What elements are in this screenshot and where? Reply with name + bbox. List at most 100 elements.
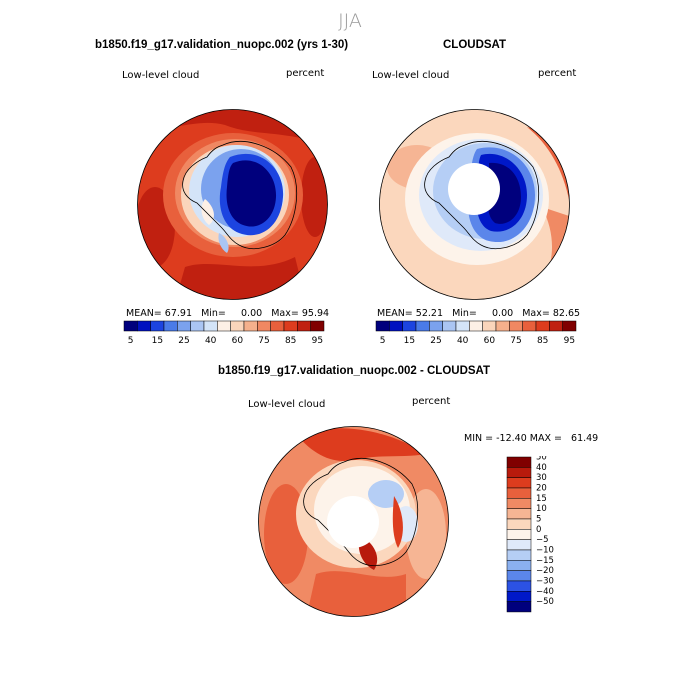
colorbar-box [506, 456, 532, 468]
colorbar-box [375, 320, 390, 332]
colorbar-tick-label: 15 [536, 494, 547, 504]
colorbar-tick-label: 40 [536, 463, 547, 473]
colorbar-box [415, 320, 430, 332]
model-min-label: Min= [201, 308, 226, 319]
diff-panel-title: b1850.f19_g17.validation_nuopc.002 - CLO… [218, 365, 491, 377]
diff-units-label: percent [412, 396, 451, 407]
colorbar-box [177, 320, 191, 332]
obs-stats: MEAN= 52.21 Min= 0.00 Max= 82.65 [377, 308, 580, 319]
colorbar-box [310, 320, 325, 332]
diff-max-value: 61.49 [571, 433, 599, 444]
colorbar-box [230, 320, 245, 332]
obs-variable-label: Low-level cloud [372, 70, 450, 81]
colorbar-tick-label: 30 [536, 473, 547, 483]
colorbar-tick-label: 5 [536, 514, 541, 524]
colorbar-box [217, 320, 231, 332]
colorbar-box [562, 320, 577, 332]
colorbar-box [506, 591, 532, 602]
colorbar-box [506, 580, 532, 592]
colorbar-tick-label: −20 [536, 566, 554, 576]
colorbar-tick-label: −50 [536, 597, 554, 607]
obs-colorbar: 5 15 25 40 60 75 85 95 [375, 320, 577, 346]
colorbar-box [389, 320, 403, 332]
model-variable-label: Low-level cloud [122, 70, 200, 81]
model-stats: MEAN= 67.91 Min= 0.00 Max= 95.94 [126, 308, 329, 319]
colorbar-box [506, 570, 532, 582]
obs-mean-value: 52.21 [415, 308, 443, 319]
colorbar-box [506, 549, 532, 561]
diff-variable-label: Low-level cloud [248, 399, 326, 410]
colorbar-tick-label: 15 [152, 336, 163, 346]
colorbar-tick-label: 95 [564, 336, 575, 346]
colorbar-box [506, 518, 532, 530]
model-mean-value: 67.91 [164, 308, 192, 319]
colorbar-box [506, 498, 532, 509]
colorbar-box [482, 320, 497, 332]
colorbar-box [429, 320, 443, 332]
diff-polar-map [258, 426, 449, 617]
colorbar-tick-label: −30 [536, 576, 554, 586]
colorbar-tick-label: −5 [536, 535, 549, 545]
colorbar-box [506, 560, 532, 571]
model-polar-map [137, 109, 328, 300]
colorbar-box [283, 320, 298, 332]
colorbar-tick-label: 15 [404, 336, 415, 346]
obs-max-label: Max= [522, 308, 550, 319]
colorbar-box [137, 320, 151, 332]
colorbar-tick-label: 60 [232, 336, 244, 346]
colorbar-box [270, 320, 285, 332]
colorbar-box [506, 601, 532, 613]
colorbar-tick-label: 95 [312, 336, 323, 346]
colorbar-box [243, 320, 258, 332]
colorbar-box [495, 320, 510, 332]
colorbar-box [297, 320, 311, 332]
obs-units-label: percent [538, 68, 577, 79]
colorbar-box [469, 320, 483, 332]
model-mean-label: MEAN= [126, 308, 162, 319]
colorbar-box [506, 539, 532, 551]
colorbar-box [509, 320, 523, 332]
colorbar-box [402, 320, 417, 332]
colorbar-box [257, 320, 271, 332]
diff-stats: MIN = -12.40 MAX = 61.49 [464, 433, 598, 444]
colorbar-tick-label: 20 [536, 483, 547, 493]
model-max-label: Max= [271, 308, 299, 319]
colorbar-tick-label: 50 [536, 456, 547, 463]
obs-panel-title: CLOUDSAT [443, 39, 507, 51]
colorbar-box [163, 320, 178, 332]
colorbar-box [522, 320, 537, 332]
model-panel-title: b1850.f19_g17.validation_nuopc.002 (yrs … [95, 39, 349, 51]
colorbar-tick-label: 5 [380, 336, 386, 346]
colorbar-tick-label: 85 [537, 336, 548, 346]
colorbar-tick-label: 0 [536, 525, 541, 535]
colorbar-box [203, 320, 218, 332]
model-colorbar: 5 15 25 40 60 75 85 95 [123, 320, 325, 346]
colorbar-tick-label: 75 [510, 336, 521, 346]
colorbar-box [506, 529, 532, 540]
colorbar-box [506, 508, 532, 520]
colorbar-box [549, 320, 563, 332]
colorbar-box [506, 467, 532, 478]
colorbar-tick-label: 40 [205, 336, 217, 346]
colorbar-box [190, 320, 205, 332]
colorbar-tick-label: −10 [536, 545, 554, 555]
model-max-value: 95.94 [301, 308, 330, 319]
colorbar-tick-label: 60 [484, 336, 496, 346]
colorbar-tick-label: 25 [430, 336, 441, 346]
obs-min-label: Min= [452, 308, 477, 319]
obs-max-value: 82.65 [552, 308, 581, 319]
colorbar-box [442, 320, 457, 332]
colorbar-tick-label: −40 [536, 587, 554, 597]
colorbar-box [506, 477, 532, 489]
obs-mean-label: MEAN= [377, 308, 413, 319]
colorbar-tick-label: 40 [457, 336, 469, 346]
model-min-value: 0.00 [241, 308, 263, 319]
figure-title: JJA [338, 10, 362, 32]
obs-polar-map [379, 109, 570, 300]
colorbar-tick-label: 5 [128, 336, 134, 346]
colorbar-box [455, 320, 470, 332]
diff-max-label: MAX = [529, 433, 562, 444]
colorbar-tick-label: 75 [258, 336, 269, 346]
colorbar-tick-label: −15 [536, 556, 554, 566]
